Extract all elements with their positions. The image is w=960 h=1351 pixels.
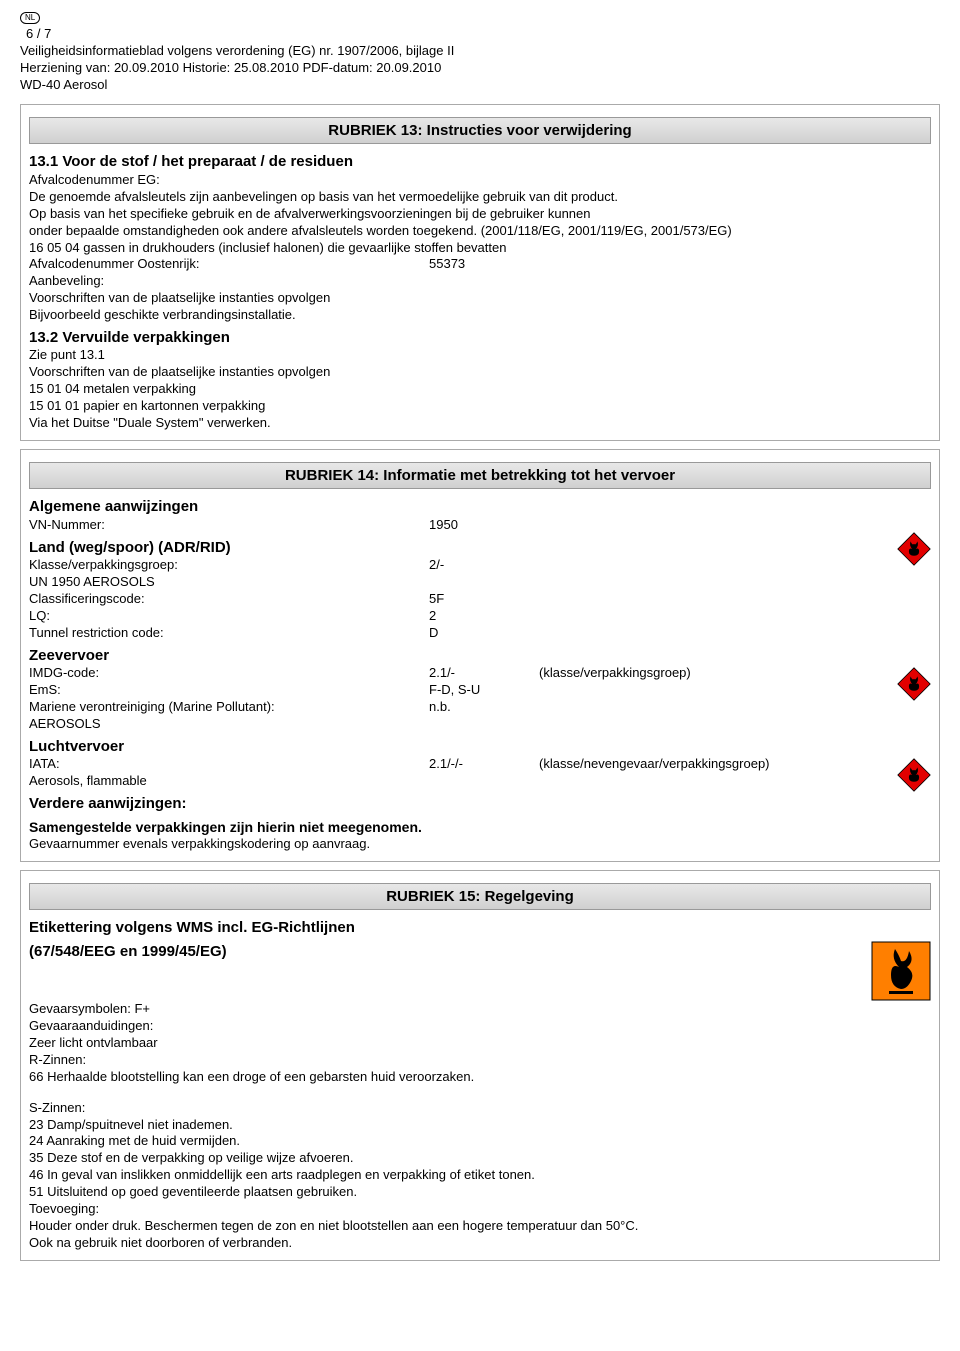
vn-value: 1950 [429, 517, 539, 534]
page-indicator: 6 / 7 [20, 26, 940, 43]
marine-value: n.b. [429, 699, 539, 716]
un-aerosols-line: UN 1950 AEROSOLS [29, 574, 931, 591]
further-heading: Verdere aanwijzingen: [29, 794, 931, 814]
general-heading: Algemene aanwijzingen [29, 497, 931, 517]
klasse-label: Klasse/verpakkingsgroep: [29, 557, 429, 574]
s-phrase-line: 51 Uitsluitend op goed geventileerde pla… [29, 1184, 931, 1201]
section-14-title: RUBRIEK 14: Informatie met betrekking to… [29, 462, 931, 490]
lq-label: LQ: [29, 608, 429, 625]
section-13-2-line: Voorschriften van de plaatselijke instan… [29, 364, 931, 381]
flammable-diamond-icon [897, 532, 931, 566]
s-phrase-line: 23 Damp/spuitnevel niet inademen. [29, 1117, 931, 1134]
tunnel-label: Tunnel restriction code: [29, 625, 429, 642]
austria-label: Afvalcodenummer Oostenrijk: [29, 256, 429, 273]
header-line1: Veiligheidsinformatieblad volgens verord… [20, 43, 940, 60]
imdg-value: 2.1/- [429, 665, 539, 682]
s-phrase-line: 46 In geval van inslikken onmiddellijk e… [29, 1167, 931, 1184]
vn-label: VN-Nummer: [29, 517, 429, 534]
indication-text: Zeer licht ontvlambaar [29, 1035, 931, 1052]
iata-label: IATA: [29, 756, 429, 773]
lq-value: 2 [429, 608, 539, 625]
section-13-1-heading: 13.1 Voor de stof / het preparaat / de r… [29, 152, 931, 172]
sea-heading: Zeevervoer [29, 646, 931, 666]
section-13-1-line2: Bijvoorbeeld geschikte verbrandingsinsta… [29, 307, 931, 324]
section-13: RUBRIEK 13: Instructies voor verwijderin… [20, 104, 940, 441]
section-13-2-line: 15 01 04 metalen verpakking [29, 381, 931, 398]
header-line2: Herziening van: 20.09.2010 Historie: 25.… [20, 60, 940, 77]
section-13-1-line: De genoemde afvalsleutels zijn aanbeveli… [29, 189, 931, 206]
packaging-note: Samengestelde verpakkingen zijn hierin n… [29, 818, 931, 836]
imdg-label: IMDG-code: [29, 665, 429, 682]
class-code-value: 5F [429, 591, 539, 608]
labeling-sub: (67/548/EEG en 1999/45/EG) [29, 942, 931, 962]
section-13-title: RUBRIEK 13: Instructies voor verwijderin… [29, 117, 931, 145]
ems-label: EmS: [29, 682, 429, 699]
addition-label: Toevoeging: [29, 1201, 931, 1218]
section-15: RUBRIEK 15: Regelgeving Etikettering vol… [20, 870, 940, 1261]
document-header: 6 / 7 Veiligheidsinformatieblad volgens … [20, 26, 940, 94]
austria-waste-code-row: Afvalcodenummer Oostenrijk: 55373 [29, 256, 931, 273]
austria-value: 55373 [429, 256, 465, 273]
country-badge: NL [20, 12, 40, 24]
imdg-extra: (klasse/verpakkingsgroep) [539, 665, 891, 682]
section-13-2-line: Zie punt 13.1 [29, 347, 931, 364]
tunnel-value: D [429, 625, 539, 642]
section-13-1-line: 16 05 04 gassen in drukhouders (inclusie… [29, 240, 931, 257]
section-13-1-line: onder bepaalde omstandigheden ook andere… [29, 223, 931, 240]
iata-extra: (klasse/nevengevaar/verpakkingsgroep) [539, 756, 891, 773]
aerosols-flammable: Aerosols, flammable [29, 773, 931, 790]
section-14: RUBRIEK 14: Informatie met betrekking to… [20, 449, 940, 862]
section-13-2-line: 15 01 01 papier en kartonnen verpakking [29, 398, 931, 415]
labeling-heading: Etikettering volgens WMS incl. EG-Richtl… [29, 918, 931, 938]
indication-label: Gevaaraanduidingen: [29, 1018, 931, 1035]
r-phrases-label: R-Zinnen: [29, 1052, 931, 1069]
section-13-1-line: Op basis van het specifieke gebruik en d… [29, 206, 931, 223]
hazard-symbol-line: Gevaarsymbolen: F+ [29, 1001, 931, 1018]
section-13-2-heading: 13.2 Vervuilde verpakkingen [29, 328, 931, 348]
section-13-2-line: Via het Duitse "Duale System" verwerken. [29, 415, 931, 432]
section-13-1-line: Afvalcodenummer EG: [29, 172, 931, 189]
flammable-diamond-icon [897, 667, 931, 701]
iata-value: 2.1/-/- [429, 756, 539, 773]
flammable-diamond-icon [897, 758, 931, 792]
class-code-label: Classificeringscode: [29, 591, 429, 608]
s-phrases-label: S-Zinnen: [29, 1100, 931, 1117]
header-line3: WD-40 Aerosol [20, 77, 940, 94]
section-13-1-line2: Voorschriften van de plaatselijke instan… [29, 290, 931, 307]
s-phrase-line: 35 Deze stof en de verpakking op veilige… [29, 1150, 931, 1167]
section-15-title: RUBRIEK 15: Regelgeving [29, 883, 931, 911]
section-13-1-line2: Aanbeveling: [29, 273, 931, 290]
marine-label: Mariene verontreiniging (Marine Pollutan… [29, 699, 429, 716]
flammable-pictogram-icon [871, 941, 931, 1001]
klasse-value: 2/- [429, 557, 539, 574]
ems-value: F-D, S-U [429, 682, 539, 699]
addition-line: Houder onder druk. Beschermen tegen de z… [29, 1218, 931, 1235]
hazard-number-note: Gevaarnummer evenals verpakkingskodering… [29, 836, 931, 853]
air-heading: Luchtvervoer [29, 737, 931, 757]
aerosols-line: AEROSOLS [29, 716, 931, 733]
addition-line: Ook na gebruik niet doorboren of verbran… [29, 1235, 931, 1252]
land-heading: Land (weg/spoor) (ADR/RID) [29, 538, 931, 558]
s-phrase-line: 24 Aanraking met de huid vermijden. [29, 1133, 931, 1150]
r-phrase-text: 66 Herhaalde blootstelling kan een droge… [29, 1069, 931, 1086]
